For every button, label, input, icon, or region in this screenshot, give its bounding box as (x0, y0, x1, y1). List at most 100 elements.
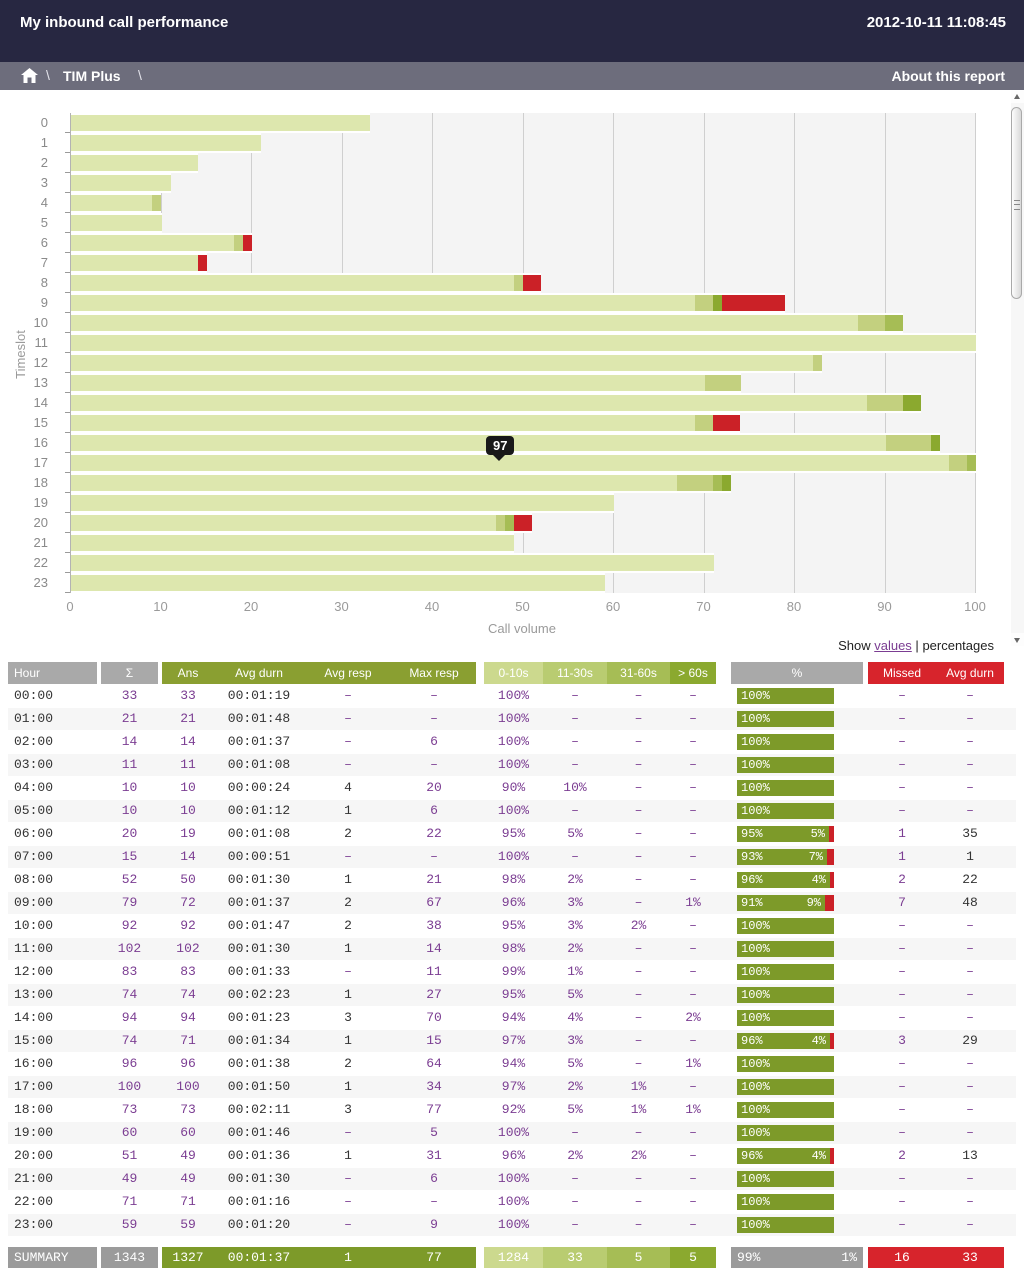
chart-bar[interactable] (71, 155, 198, 171)
cell-pct-60s-plus[interactable]: 1% (685, 1102, 701, 1117)
chart-bar[interactable] (71, 255, 207, 271)
scroll-down-arrow-icon[interactable] (1011, 633, 1024, 646)
cell-pct-31-60s[interactable]: 1% (630, 1102, 647, 1117)
cell-max-resp[interactable]: 11 (426, 964, 442, 979)
cell-pct-31-60s[interactable]: 2% (630, 918, 647, 933)
cell-pct-0-10s[interactable]: 90% (501, 780, 526, 795)
cell-pct-0-10s[interactable]: 100% (497, 849, 530, 864)
home-icon[interactable] (21, 68, 38, 88)
cell-pct-0-10s[interactable]: 100% (497, 1125, 530, 1140)
cell-ans[interactable]: 60 (180, 1125, 196, 1140)
vertical-scrollbar[interactable] (1011, 90, 1024, 646)
cell-pct-11-30s[interactable]: 1% (567, 964, 583, 979)
cell-pct-0-10s[interactable]: 95% (501, 826, 526, 841)
cell-max-resp[interactable]: 14 (426, 941, 442, 956)
cell-ans[interactable]: 71 (180, 1033, 196, 1048)
chart-bar[interactable] (71, 235, 252, 251)
cell-max-resp[interactable]: 31 (426, 1148, 442, 1163)
cell-total[interactable]: 14 (121, 734, 138, 749)
cell-missed[interactable]: 3 (898, 1033, 906, 1048)
cell-pct-0-10s[interactable]: 95% (501, 918, 526, 933)
cell-pct-0-10s[interactable]: 95% (501, 987, 526, 1002)
cell-pct-0-10s[interactable]: 100% (497, 734, 530, 749)
cell-ans[interactable]: 100 (176, 1079, 200, 1094)
cell-max-resp[interactable]: 9 (430, 1217, 438, 1232)
chart-bar[interactable] (71, 115, 370, 131)
cell-total[interactable]: 33 (121, 688, 138, 703)
cell-pct-31-60s[interactable]: 2% (630, 1148, 647, 1163)
cell-total[interactable]: 15 (121, 849, 138, 864)
cell-total[interactable]: 51 (121, 1148, 138, 1163)
show-values-link[interactable]: values (874, 638, 912, 653)
cell-total[interactable]: 60 (121, 1125, 138, 1140)
cell-ans[interactable]: 10 (180, 780, 196, 795)
cell-ans[interactable]: 102 (176, 941, 200, 956)
cell-total[interactable]: 92 (121, 918, 138, 933)
chart-bar[interactable] (71, 475, 731, 491)
cell-total[interactable]: 49 (121, 1171, 138, 1186)
cell-max-resp[interactable]: 20 (426, 780, 442, 795)
cell-ans[interactable]: 74 (180, 987, 196, 1002)
cell-pct-11-30s[interactable]: 5% (567, 826, 583, 841)
cell-pct-11-30s[interactable]: 5% (567, 987, 583, 1002)
cell-pct-11-30s[interactable]: 2% (567, 941, 583, 956)
cell-max-resp[interactable]: 64 (426, 1056, 442, 1071)
cell-total[interactable]: 10 (121, 803, 138, 818)
cell-pct-11-30s[interactable]: 2% (567, 1079, 583, 1094)
cell-max-resp[interactable]: 6 (430, 1171, 438, 1186)
cell-pct-0-10s[interactable]: 97% (501, 1033, 526, 1048)
cell-total[interactable]: 102 (117, 941, 142, 956)
chart-bar[interactable] (71, 315, 903, 331)
cell-ans[interactable]: 83 (180, 964, 196, 979)
chart-bar[interactable] (71, 415, 740, 431)
cell-total[interactable]: 74 (121, 1033, 138, 1048)
cell-max-resp[interactable]: 6 (430, 803, 438, 818)
chart-bar[interactable] (71, 555, 714, 571)
cell-ans[interactable]: 14 (180, 734, 196, 749)
cell-pct-0-10s[interactable]: 100% (497, 711, 530, 726)
cell-ans[interactable]: 14 (180, 849, 196, 864)
chart-bar[interactable] (71, 455, 976, 471)
chart-bar[interactable] (71, 195, 161, 211)
cell-pct-0-10s[interactable]: 100% (497, 1171, 530, 1186)
scroll-up-arrow-icon[interactable] (1011, 90, 1024, 103)
cell-pct-11-30s[interactable]: 10% (563, 780, 587, 795)
cell-pct-0-10s[interactable]: 99% (501, 964, 526, 979)
cell-max-resp[interactable]: 67 (426, 895, 442, 910)
chart-bar[interactable] (71, 515, 532, 531)
cell-max-resp[interactable]: 34 (426, 1079, 442, 1094)
cell-pct-0-10s[interactable]: 96% (501, 1148, 526, 1163)
cell-pct-60s-plus[interactable]: 2% (685, 1010, 701, 1025)
cell-total[interactable]: 11 (121, 757, 138, 772)
cell-pct-0-10s[interactable]: 100% (497, 757, 530, 772)
about-this-report-link[interactable]: About this report (891, 68, 1005, 84)
cell-ans[interactable]: 59 (180, 1217, 196, 1232)
scrollbar-thumb[interactable] (1011, 107, 1022, 299)
cell-total[interactable]: 94 (121, 1010, 138, 1025)
chart-bar[interactable] (71, 355, 822, 371)
cell-ans[interactable]: 33 (180, 688, 196, 703)
cell-max-resp[interactable]: 15 (426, 1033, 442, 1048)
cell-max-resp[interactable]: 38 (426, 918, 442, 933)
cell-pct-11-30s[interactable]: 4% (567, 1010, 583, 1025)
cell-ans[interactable]: 19 (180, 826, 196, 841)
breadcrumb-tim-plus[interactable]: TIM Plus (63, 68, 121, 84)
cell-missed[interactable]: 2 (898, 1148, 906, 1163)
chart-bar[interactable] (71, 495, 614, 511)
cell-max-resp[interactable]: 22 (426, 826, 442, 841)
cell-max-resp[interactable]: 27 (426, 987, 442, 1002)
cell-missed[interactable]: 7 (898, 895, 906, 910)
cell-pct-0-10s[interactable]: 98% (501, 941, 526, 956)
cell-pct-0-10s[interactable]: 100% (497, 803, 530, 818)
cell-pct-11-30s[interactable]: 3% (567, 895, 583, 910)
cell-ans[interactable]: 92 (180, 918, 196, 933)
cell-missed[interactable]: 2 (898, 872, 906, 887)
cell-ans[interactable]: 11 (180, 757, 196, 772)
chart-bar[interactable] (71, 335, 976, 351)
cell-ans[interactable]: 96 (180, 1056, 196, 1071)
cell-max-resp[interactable]: 5 (430, 1125, 438, 1140)
cell-max-resp[interactable]: 70 (426, 1010, 442, 1025)
cell-ans[interactable]: 49 (180, 1148, 196, 1163)
cell-max-resp[interactable]: 6 (430, 734, 438, 749)
cell-total[interactable]: 74 (121, 987, 138, 1002)
